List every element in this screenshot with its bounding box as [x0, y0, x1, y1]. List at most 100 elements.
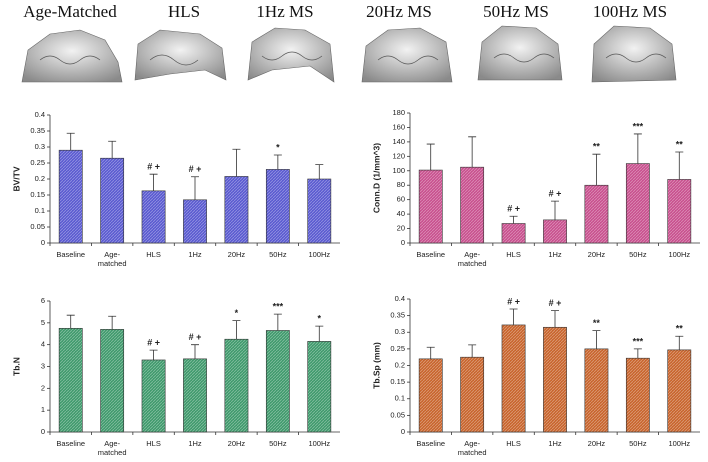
- error-bar: [149, 173, 158, 191]
- bar: [625, 163, 650, 244]
- bar: [667, 349, 692, 433]
- significance-marker: # +: [507, 296, 520, 306]
- y-axis-label: Tb.N: [11, 357, 21, 376]
- y-tick-label: 0: [41, 238, 45, 247]
- error-bar: [633, 348, 642, 359]
- x-tick-label: 50Hz: [269, 250, 287, 259]
- bar: [307, 341, 332, 433]
- x-tick-label: 1Hz: [188, 439, 202, 448]
- significance-marker: ***: [633, 336, 644, 346]
- panel-label: 1Hz MS: [256, 2, 313, 21]
- y-tick-label: 0.05: [390, 410, 405, 419]
- y-axis-label: Tb.Sp (mm): [371, 342, 381, 389]
- x-tick-label: 20Hz: [228, 250, 246, 259]
- bar: [543, 219, 567, 244]
- x-tick-label: Age-matched: [458, 250, 487, 268]
- error-bar: [273, 154, 282, 170]
- bone-image: [591, 25, 677, 83]
- significance-marker: # +: [147, 338, 160, 348]
- significance-marker: # +: [189, 332, 202, 342]
- bone-image: [247, 27, 335, 83]
- error-bar: [66, 132, 75, 151]
- error-bar: [273, 313, 282, 331]
- error-bar: [675, 151, 684, 180]
- x-tick-label: Age-matched: [98, 250, 127, 268]
- bar: [141, 359, 166, 433]
- significance-marker: **: [593, 142, 601, 152]
- y-tick-label: 80: [397, 180, 405, 189]
- significance-marker: *: [318, 313, 322, 323]
- error-bar: [191, 344, 199, 359]
- bar: [307, 178, 332, 244]
- y-tick-label: 0.3: [35, 142, 45, 151]
- x-tick-label: 1Hz: [188, 250, 202, 259]
- x-tick-label: 100Hz: [308, 250, 330, 259]
- error-bar: [315, 164, 324, 179]
- significance-marker: **: [676, 139, 684, 149]
- bar: [58, 149, 83, 244]
- error-bar: [66, 314, 75, 329]
- y-tick-label: 5: [41, 318, 45, 327]
- x-tick-label: 50Hz: [629, 439, 647, 448]
- x-tick-label: HLS: [146, 439, 161, 448]
- bar: [183, 358, 207, 433]
- panel-label: HLS: [168, 2, 200, 21]
- y-tick-label: 160: [392, 122, 405, 131]
- significance-marker: # +: [549, 298, 562, 308]
- bar: [224, 338, 249, 433]
- bar: [418, 358, 443, 433]
- significance-marker: ***: [273, 301, 284, 311]
- significance-marker: # +: [507, 204, 520, 214]
- bone-texture: [39, 51, 667, 66]
- bar: [501, 324, 526, 433]
- bar: [100, 157, 125, 244]
- error-bar: [315, 325, 324, 342]
- bar: [460, 166, 485, 244]
- x-tick-label: 1Hz: [548, 439, 562, 448]
- panel-label: 50Hz MS: [483, 2, 549, 21]
- error-bar: [426, 143, 435, 171]
- y-tick-label: 0.2: [395, 360, 405, 369]
- y-tick-label: 180: [392, 108, 405, 117]
- bar: [58, 327, 83, 433]
- significance-marker: **: [593, 318, 601, 328]
- y-tick-label: 2: [41, 383, 45, 392]
- x-tick-label: 100Hz: [308, 439, 330, 448]
- error-bar: [232, 320, 241, 340]
- bar: [265, 330, 290, 433]
- y-tick-label: 0.4: [35, 110, 45, 119]
- bar: [625, 357, 650, 433]
- y-tick-label: 6: [41, 296, 45, 305]
- x-tick-label: Baseline: [416, 250, 445, 259]
- y-tick-label: 0: [41, 427, 45, 436]
- error-bar: [468, 344, 477, 358]
- bar: [667, 179, 692, 244]
- x-tick-label: Baseline: [416, 439, 445, 448]
- x-tick-label: 50Hz: [629, 250, 647, 259]
- x-tick-label: 100Hz: [668, 250, 690, 259]
- panel-label: 20Hz MS: [366, 2, 432, 21]
- x-tick-label: 20Hz: [588, 250, 606, 259]
- y-tick-label: 0.35: [390, 311, 405, 320]
- bone-image: [134, 29, 227, 81]
- y-tick-label: 0: [401, 238, 405, 247]
- significance-marker: # +: [549, 188, 562, 198]
- bar: [141, 190, 166, 244]
- bar: [224, 176, 249, 244]
- y-tick-label: 0.1: [395, 394, 405, 403]
- bar: [584, 184, 609, 244]
- bar: [501, 223, 526, 244]
- y-tick-label: 0.05: [30, 222, 45, 231]
- bone-images: [21, 25, 677, 83]
- y-tick-label: 0.1: [35, 206, 45, 215]
- x-tick-label: 50Hz: [269, 439, 287, 448]
- significance-marker: # +: [189, 164, 202, 174]
- y-tick-label: 0: [401, 427, 405, 436]
- panel-label: 100Hz MS: [593, 2, 667, 21]
- y-tick-label: 100: [392, 166, 405, 175]
- y-tick-label: 0.4: [395, 294, 405, 303]
- x-tick-label: HLS: [506, 439, 521, 448]
- bar: [460, 356, 485, 433]
- y-tick-label: 0.2: [35, 174, 45, 183]
